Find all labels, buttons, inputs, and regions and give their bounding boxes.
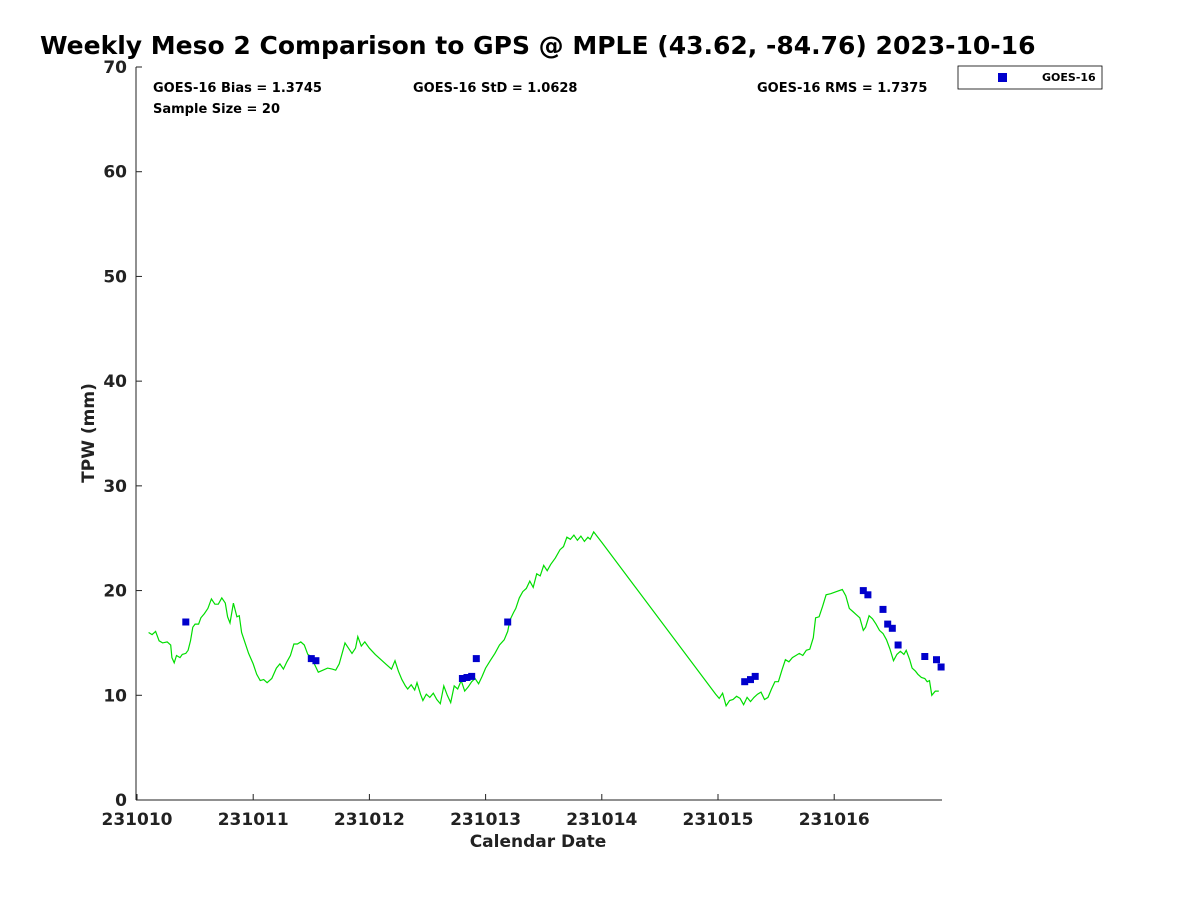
y-tick-labels: 0 10 20 30 40 50 60 70 [103, 58, 127, 811]
legend-box [957, 65, 1103, 90]
x-grid-ticks [136, 794, 835, 800]
goes16-data-point [307, 655, 315, 663]
stat-sample-size: Sample Size = 20 [153, 102, 280, 117]
legend-label: GOES-16 [1042, 71, 1096, 84]
y-tick-label: 50 [103, 267, 127, 287]
y-tick-label: 40 [103, 372, 127, 392]
stat-bias: GOES-16 Bias = 1.3745 [153, 81, 322, 96]
stat-std: GOES-16 StD = 1.0628 [413, 81, 577, 96]
goes16-data-point [741, 678, 749, 686]
goes16-data-point [859, 587, 867, 595]
chart-title: Weekly Meso 2 Comparison to GPS @ MPLE (… [40, 31, 1035, 60]
goes16-data-point [879, 605, 887, 613]
y-tick-label: 70 [103, 58, 127, 78]
x-axis-label: Calendar Date [470, 832, 607, 852]
x-tick-label: 231016 [799, 810, 870, 830]
goes16-data-point [937, 663, 945, 671]
x-tick-labels: 231010 231011 231012 231013 231014 231015 2310… [102, 810, 870, 830]
x-tick-label: 231015 [683, 810, 754, 830]
y-tick-label: 30 [103, 477, 127, 497]
goes16-data-point [884, 620, 892, 628]
stat-rms: GOES-16 RMS = 1.7375 [757, 81, 927, 96]
goes16-data-point [458, 675, 466, 682]
goes16-data-point [894, 641, 902, 649]
goes16-data-point [182, 618, 190, 626]
gps-series-line [148, 530, 939, 708]
x-tick-label: 231014 [566, 810, 637, 830]
goes16-data-point [504, 618, 512, 626]
goes16-data-point [747, 676, 754, 684]
goes16-data-point [468, 672, 476, 680]
plot-area [148, 530, 945, 708]
goes16-data-point [921, 653, 929, 660]
y-tick-label: 0 [115, 791, 127, 811]
y-tick-label: 10 [103, 686, 127, 706]
goes16-data-point [472, 655, 480, 663]
x-tick-label: 231011 [218, 810, 289, 830]
goes16-data-point [933, 656, 940, 664]
goes16-data-point [751, 672, 759, 680]
goes16-data-point [463, 674, 471, 681]
legend: GOES-16 [957, 65, 1103, 90]
y-grid-ticks [136, 66, 142, 801]
y-tick-label: 60 [103, 163, 127, 183]
x-tick-label: 231012 [334, 810, 405, 830]
goes16-data-point [312, 657, 320, 665]
goes16-data-point [864, 591, 872, 599]
x-tick-label: 231013 [450, 810, 521, 830]
legend-marker [998, 73, 1007, 82]
x-tick-label: 231010 [102, 810, 173, 830]
y-tick-label: 20 [103, 582, 127, 602]
goes16-data-point [888, 624, 896, 632]
y-axis-label: TPW (mm) [79, 383, 99, 483]
